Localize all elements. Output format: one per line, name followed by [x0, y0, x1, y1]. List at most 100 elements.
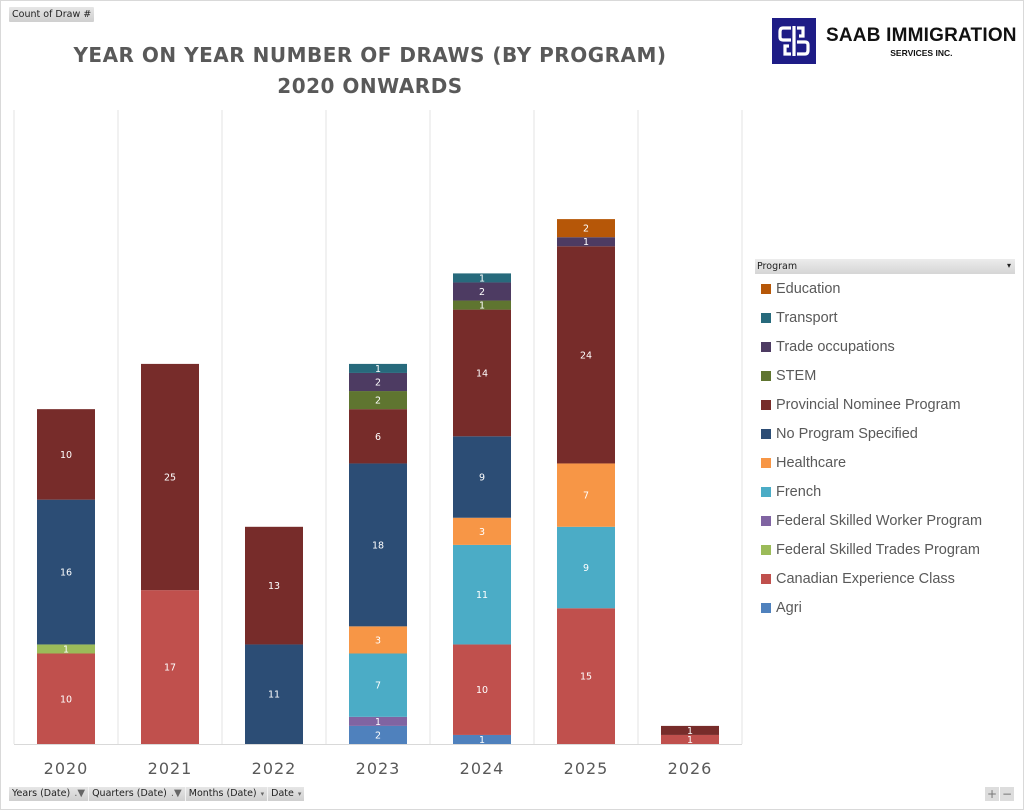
bar-segment[interactable]: [557, 608, 615, 744]
axis-field-buttons: Years (Date) .▼ Quarters (Date) .▼ Month…: [9, 787, 305, 801]
bar-segment[interactable]: [37, 644, 95, 654]
data-label: 1: [479, 735, 485, 746]
data-label: 9: [583, 563, 589, 574]
bar-segment[interactable]: [37, 499, 95, 645]
legend-swatch: [761, 341, 771, 352]
bar-segment[interactable]: [453, 300, 511, 310]
bar-segment[interactable]: [557, 463, 615, 527]
legend-label: Education: [776, 280, 841, 297]
legend-swatch: [761, 312, 771, 323]
x-tick-label: 2022: [252, 759, 297, 778]
legend-item: Education: [755, 274, 1015, 303]
field-label: Date: [271, 788, 294, 799]
field-label: Months (Date): [188, 788, 257, 799]
bar-segment[interactable]: [453, 309, 511, 437]
field-label: Years (Date): [12, 788, 71, 799]
field-button-months[interactable]: Months (Date) ▾: [184, 787, 267, 801]
legend-label: Provincial Nominee Program: [776, 396, 961, 413]
legend-field-label: Program: [757, 261, 798, 272]
bar-segment[interactable]: [37, 409, 95, 500]
bar-segment[interactable]: [349, 372, 407, 392]
legend-swatch: [761, 573, 771, 584]
data-label: 13: [268, 581, 280, 592]
legend-swatch: [761, 457, 771, 468]
bar-segment[interactable]: [349, 363, 407, 373]
logo-mark-icon: [772, 18, 816, 64]
data-label: 10: [60, 694, 72, 705]
bar-segment[interactable]: [37, 653, 95, 745]
bar-segment[interactable]: [141, 363, 199, 591]
bar-segment[interactable]: [245, 526, 303, 645]
field-button-date[interactable]: Date ▾: [267, 787, 304, 801]
data-label: 2: [375, 730, 381, 741]
legend-item: Transport: [755, 303, 1015, 332]
x-tick-label: 2026: [668, 759, 713, 778]
bar-segment[interactable]: [453, 644, 511, 735]
data-label: 3: [479, 527, 485, 538]
legend-swatch: [761, 486, 771, 497]
bar-segment[interactable]: [453, 273, 511, 283]
data-label: 1: [687, 726, 693, 737]
bar-segment[interactable]: [557, 219, 615, 238]
legend-item: Trade occupations: [755, 332, 1015, 361]
logo-subtitle: SERVICES INC.: [890, 47, 953, 58]
data-label: 7: [583, 491, 589, 502]
x-tick-label: 2024: [460, 759, 505, 778]
bar-segment[interactable]: [453, 282, 511, 301]
legend-swatch: [761, 370, 771, 381]
data-label: 1: [479, 301, 485, 312]
bar-segment[interactable]: [557, 246, 615, 464]
legend-label: STEM: [776, 367, 817, 384]
bar-segment[interactable]: [557, 526, 615, 609]
x-tick-label: 2023: [356, 759, 401, 778]
bar-segment[interactable]: [141, 590, 199, 744]
legend-swatch: [761, 283, 771, 294]
bar-segment[interactable]: [349, 725, 407, 744]
data-label: 1: [375, 717, 381, 728]
data-label: 6: [375, 432, 381, 443]
dropdown-icon: ▾: [297, 790, 302, 798]
legend-swatch: [761, 515, 771, 526]
field-button-quarters[interactable]: Quarters (Date) .▼: [88, 787, 185, 801]
legend-item: Healthcare: [755, 448, 1015, 477]
legend-label: Trade occupations: [776, 338, 895, 355]
values-field-button[interactable]: Count of Draw #: [9, 7, 95, 22]
field-button-years[interactable]: Years (Date) .▼: [9, 787, 88, 801]
data-label: 2: [583, 224, 589, 235]
bar-segment[interactable]: [349, 653, 407, 717]
legend-swatch: [761, 544, 771, 555]
bar-segment[interactable]: [349, 716, 407, 726]
legend-item: Agri: [755, 593, 1015, 622]
dropdown-icon: ▾: [260, 790, 265, 798]
bar-segment[interactable]: [349, 463, 407, 627]
bar-segment[interactable]: [661, 734, 719, 744]
legend: Program ▾ Education Transport Trade occupa…: [755, 259, 1015, 622]
legend-label: Canadian Experience Class: [776, 570, 955, 587]
bar-segment[interactable]: [453, 734, 511, 744]
legend-item: French: [755, 477, 1015, 506]
bar-segment[interactable]: [245, 644, 303, 744]
bar-segment[interactable]: [349, 409, 407, 464]
chart-subtitle: 2020 ONWARDS: [277, 74, 463, 98]
data-label: 2: [375, 396, 381, 407]
bar-segment[interactable]: [453, 436, 511, 518]
data-label: 17: [164, 663, 176, 674]
filter-icon: .▼: [170, 788, 182, 799]
logo-name: SAAB IMMIGRATION: [826, 24, 1017, 46]
bar-segment[interactable]: [453, 544, 511, 645]
x-tick-label: 2021: [148, 759, 193, 778]
bar-segment[interactable]: [349, 391, 407, 410]
bar-segment[interactable]: [453, 517, 511, 545]
data-label: 14: [476, 368, 488, 379]
data-label: 3: [375, 635, 381, 646]
data-label: 10: [476, 685, 488, 696]
data-label: 10: [60, 450, 72, 461]
legend-swatch: [761, 428, 771, 439]
bar-segment[interactable]: [349, 626, 407, 654]
legend-field-button[interactable]: Program ▾: [755, 259, 1015, 274]
zoom-out-button[interactable]: −: [1000, 787, 1014, 801]
bar-segment[interactable]: [557, 237, 615, 247]
zoom-in-button[interactable]: +: [985, 787, 999, 801]
bar-segment[interactable]: [661, 725, 719, 735]
zoom-controls: + −: [984, 787, 1014, 801]
